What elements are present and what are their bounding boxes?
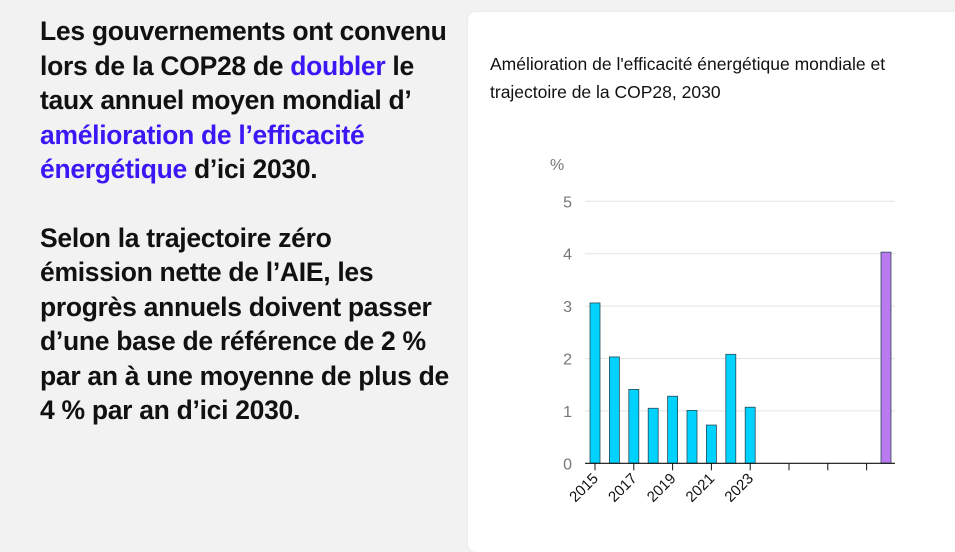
bar-2020 — [686, 409, 698, 464]
x-tick-label: 2021 — [683, 470, 719, 506]
bar-2030 — [880, 251, 892, 464]
bar-2019 — [667, 395, 679, 464]
bar-2016 — [608, 356, 620, 464]
link-efficacite-energetique[interactable]: amélioration de l’efficacité énergétique — [40, 119, 365, 185]
y-tick-label: 4 — [563, 247, 572, 264]
chart-card: Amélioration de l'efficacité énergétique… — [468, 12, 955, 552]
y-tick-label: 1 — [563, 404, 572, 421]
bar-2023 — [744, 406, 756, 464]
x-tick-label: 2019 — [644, 470, 680, 506]
paragraph-2: Selon la trajectoire zéro émission nette… — [40, 222, 449, 426]
bar-chart: % 0 1 2 3 4 5 2015 2017 2019 2021 2023 — [550, 157, 895, 506]
paragraph-1: Les gouvernements ont convenu lors de la… — [40, 16, 447, 185]
intro-text: Les gouvernements ont convenu lors de la… — [40, 14, 450, 462]
y-tick-label: 0 — [563, 456, 572, 473]
bar-2015 — [589, 302, 601, 464]
x-tick-label: 2023 — [721, 470, 757, 506]
x-tick-label: 2017 — [605, 470, 641, 506]
link-doubler[interactable]: doubler — [290, 50, 386, 81]
y-tick-label: 3 — [563, 299, 572, 316]
y-axis-label: % — [550, 157, 564, 174]
y-tick-label: 5 — [563, 194, 572, 211]
chart-title: Amélioration de l'efficacité énergétique… — [490, 54, 886, 102]
bar-2021 — [705, 424, 717, 464]
bar-2018 — [647, 407, 659, 464]
x-tick-label: 2015 — [566, 470, 602, 506]
bar-2022 — [725, 353, 737, 464]
bar-2017 — [628, 389, 640, 464]
y-tick-label: 2 — [563, 352, 572, 369]
